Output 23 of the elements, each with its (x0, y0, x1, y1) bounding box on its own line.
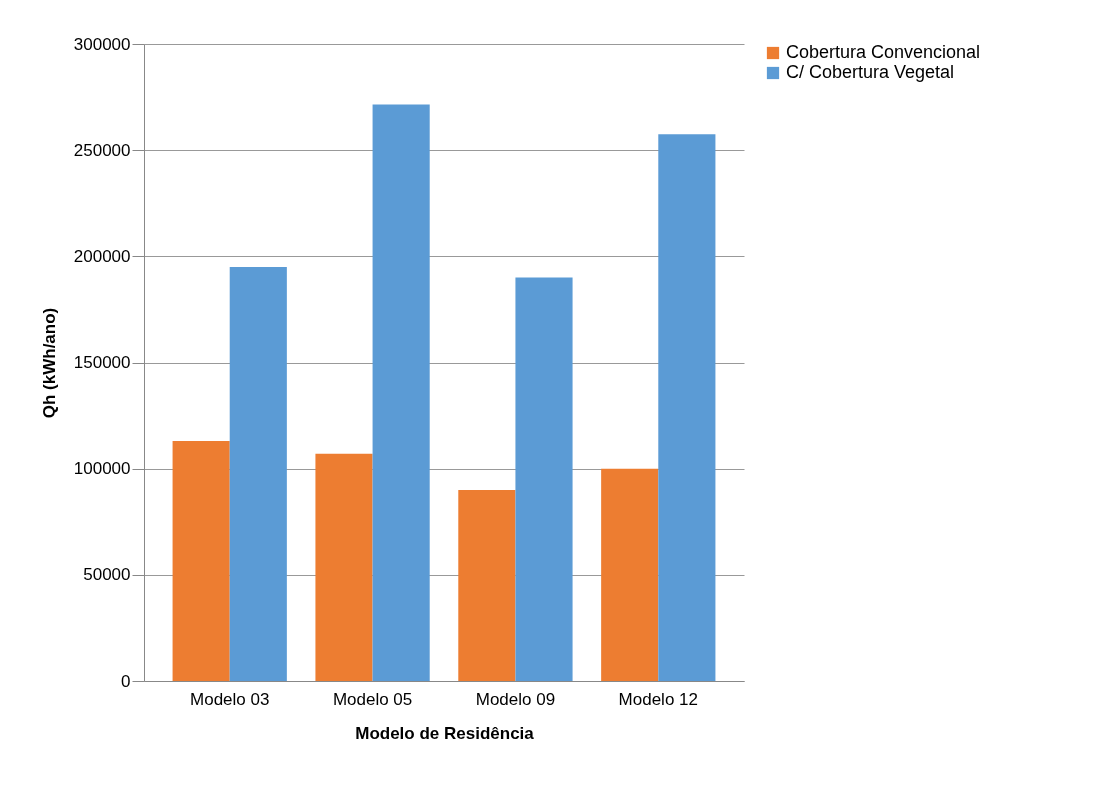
bar (458, 489, 516, 681)
y-tick-label: 250000 (73, 140, 131, 160)
y-axis-title: Qh (kWh/ano) (39, 307, 59, 419)
bar (229, 266, 287, 681)
x-tick-label: Modelo 09 (475, 689, 556, 709)
y-tick-label: 300000 (73, 34, 131, 54)
bar (658, 134, 716, 681)
x-tick-label: Modelo 03 (190, 689, 270, 709)
legend-label: Cobertura Convencional (786, 42, 981, 62)
y-tick-label: 100000 (73, 459, 131, 479)
bar (515, 277, 573, 681)
y-tick-label: 0 (121, 671, 131, 691)
bar (601, 468, 659, 681)
x-tick-label: Modelo 12 (618, 689, 698, 709)
bar (172, 441, 230, 681)
legend-label: C/ Cobertura Vegetal (786, 62, 955, 82)
y-tick-label: 50000 (83, 565, 131, 585)
x-tick-label: Modelo 05 (332, 689, 413, 709)
bar (315, 453, 373, 681)
x-axis-title: Modelo de Residência (355, 723, 535, 743)
y-tick-label: 150000 (73, 353, 131, 372)
bar (372, 104, 430, 681)
y-tick-label: 200000 (73, 246, 131, 266)
